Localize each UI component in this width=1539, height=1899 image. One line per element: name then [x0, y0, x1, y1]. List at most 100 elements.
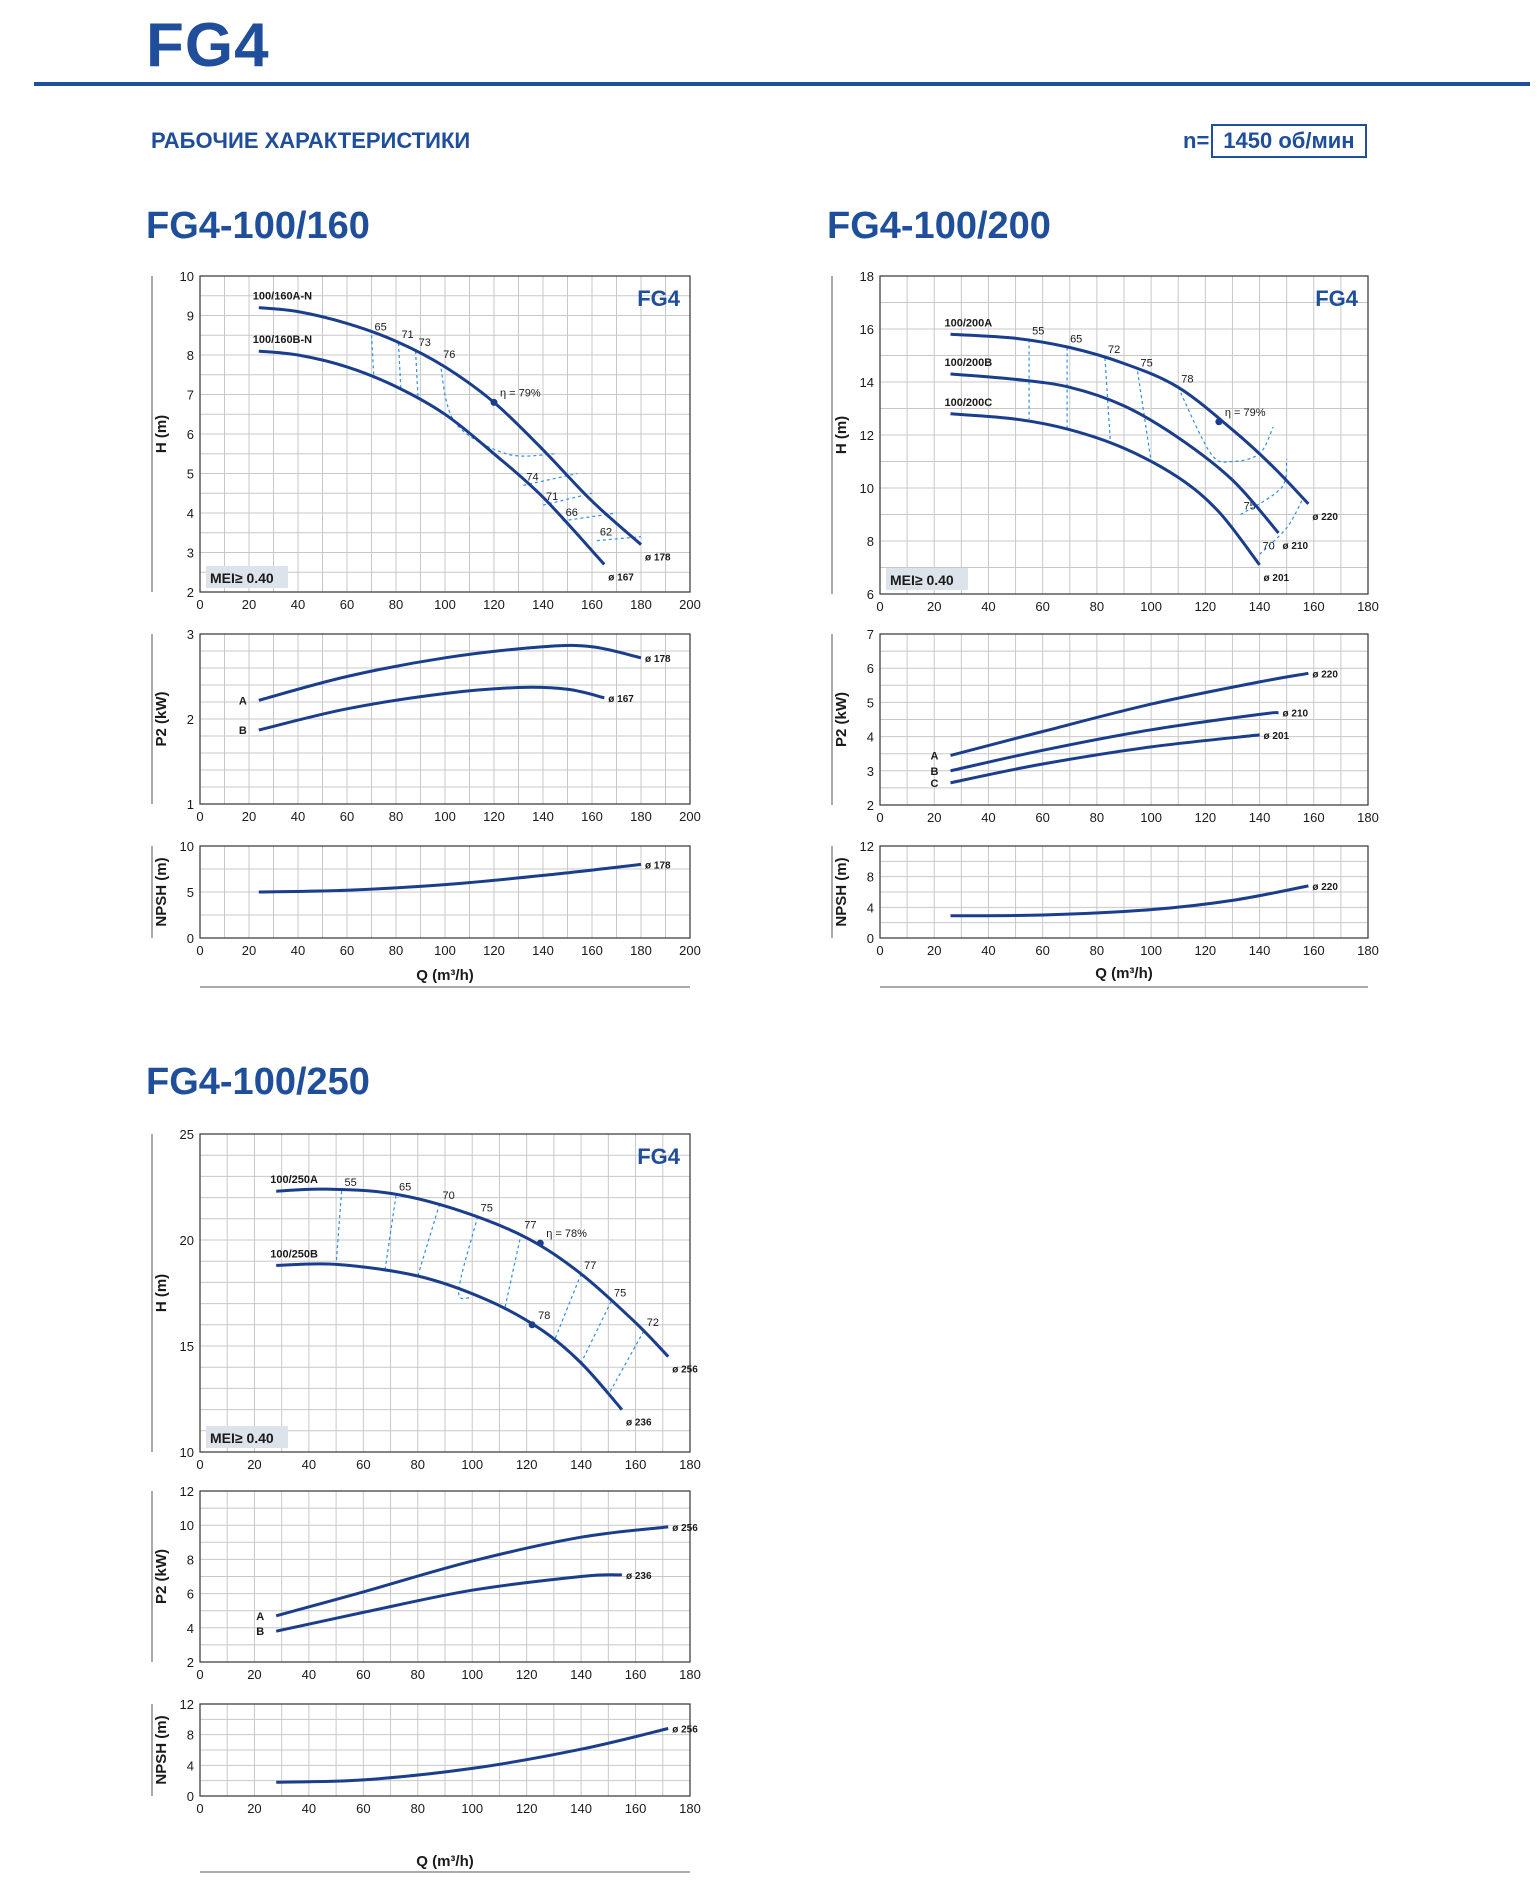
- series-name-label: 100/200B: [944, 357, 992, 369]
- curve-series: [950, 711, 1279, 773]
- section-subtitle: РАБОЧИЕ ХАРАКТЕРИСТИКИ: [151, 128, 471, 153]
- x-tick-label: 40: [291, 597, 305, 612]
- x-tick-label: 60: [356, 1457, 370, 1472]
- x-tick-label: 160: [581, 597, 603, 612]
- efficiency-line: [607, 1330, 645, 1396]
- x-tick-label: 120: [483, 597, 505, 612]
- curve-series: [258, 643, 642, 702]
- x-tick-label: 180: [630, 597, 652, 612]
- model-title-100-250: FG4-100/250: [146, 1061, 370, 1103]
- x-tick-label: 160: [1303, 599, 1325, 614]
- panel-npsh: 0 20 40 60 80 100 120 140 160 180 0 4 8 12 NPSH (m) Q (…: [151, 1697, 701, 1873]
- diameter-label: ø 178: [645, 654, 671, 665]
- y-tick-label: 2: [187, 1655, 194, 1670]
- efficiency-line: [417, 1203, 441, 1277]
- x-tick-label: 80: [1090, 599, 1104, 614]
- panel-npsh: 0 20 40 60 80 100 120 140 160 180 0 4 8 12 NPSH (m) Q (…: [831, 839, 1379, 988]
- x-tick-label: 0: [196, 809, 203, 824]
- x-tick-label: 100: [434, 597, 456, 612]
- y-tick-label: 8: [867, 534, 874, 549]
- speed-indicator: n= 1450 об/мин: [1183, 124, 1367, 158]
- efficiency-label: 78: [1181, 373, 1193, 385]
- curve-series: [950, 884, 1309, 918]
- y-tick-label: 6: [187, 427, 194, 442]
- y-tick-label: 20: [180, 1233, 194, 1248]
- x-tick-label: 140: [1249, 810, 1271, 825]
- bep-marker: [1215, 418, 1223, 426]
- y-tick-label: 15: [180, 1339, 194, 1354]
- efficiency-label: 77: [584, 1260, 596, 1272]
- mei-badge: MEI≥ 0.40: [210, 570, 274, 586]
- x-tick-label: 60: [1035, 599, 1049, 614]
- x-tick-label: 60: [356, 1801, 370, 1816]
- x-tick-label: 20: [242, 809, 256, 824]
- series-name-label: A: [931, 750, 939, 762]
- series-name-label: B: [256, 1626, 264, 1638]
- x-tick-label: 160: [581, 809, 603, 824]
- efficiency-label: 65: [399, 1181, 411, 1193]
- y-tick-label: 4: [187, 506, 194, 521]
- efficiency-label: 75: [481, 1203, 493, 1215]
- diameter-label: ø 178: [645, 860, 671, 871]
- x-tick-label: 0: [196, 1667, 203, 1682]
- y-tick-label: 4: [867, 900, 874, 915]
- curve-series: [258, 685, 605, 732]
- x-tick-label: 160: [625, 1801, 647, 1816]
- x-tick-label: 140: [532, 809, 554, 824]
- efficiency-line: [1259, 498, 1304, 555]
- x-tick-label: 20: [242, 597, 256, 612]
- series-name-label: 100/200A: [944, 317, 992, 329]
- mei-badge-bg: [886, 568, 968, 590]
- series-name-label: 100/250B: [270, 1248, 318, 1260]
- y-tick-label: 8: [187, 1552, 194, 1567]
- y-tick-label: 10: [180, 269, 194, 284]
- x-tick-label: 180: [679, 1457, 701, 1472]
- curve-series: [276, 1727, 669, 1784]
- x-tick-label: 80: [411, 1667, 425, 1682]
- mei-badge-bg: [206, 566, 288, 588]
- curve-series: [258, 306, 642, 546]
- y-tick-label: 10: [180, 1445, 194, 1460]
- panel-h: 0 20 40 60 80 100 120 140 160 180 10 15 20 25 H (m) FG4…: [151, 1127, 701, 1472]
- y-tick-label: 12: [860, 428, 874, 443]
- y-axis-label: P2 (kW): [153, 1549, 170, 1604]
- efficiency-line: [542, 492, 593, 506]
- y-tick-label: 6: [867, 661, 874, 676]
- panel-p2: 0 20 40 60 80 100 120 140 160 180 2 3 4 5 6 7 P2 (kW) Aø …: [831, 627, 1379, 825]
- y-tick-label: 0: [867, 931, 874, 946]
- y-axis-label: NPSH (m): [153, 1715, 170, 1784]
- x-tick-label: 20: [247, 1667, 261, 1682]
- efficiency-line: [457, 1216, 479, 1300]
- bep-marker: [528, 1321, 536, 1329]
- y-tick-label: 7: [867, 627, 874, 642]
- x-tick-label: 0: [196, 1801, 203, 1816]
- x-tick-label: 180: [1357, 943, 1379, 958]
- curve-series: [276, 1262, 624, 1411]
- y-tick-label: 4: [187, 1758, 194, 1773]
- speed-label: n=: [1183, 128, 1210, 153]
- bep-marker: [490, 398, 498, 406]
- x-tick-label: 100: [434, 943, 456, 958]
- x-tick-label: 40: [302, 1457, 316, 1472]
- x-tick-label: 120: [483, 809, 505, 824]
- efficiency-label: 66: [566, 507, 578, 519]
- efficiency-label: 77: [524, 1220, 536, 1232]
- x-tick-label: 20: [927, 599, 941, 614]
- x-tick-label: 20: [247, 1457, 261, 1472]
- curve-series: [950, 671, 1309, 757]
- x-tick-label: 120: [516, 1457, 538, 1472]
- x-tick-label: 140: [570, 1457, 592, 1472]
- x-tick-label: 40: [291, 809, 305, 824]
- fg4-logo: FG4: [1315, 286, 1359, 311]
- x-tick-label: 60: [340, 597, 354, 612]
- x-tick-label: 80: [1090, 943, 1104, 958]
- grid: [199, 275, 691, 593]
- x-tick-label: 40: [302, 1801, 316, 1816]
- x-tick-label: 0: [876, 943, 883, 958]
- series-name-label: B: [239, 725, 247, 737]
- x-tick-label: 60: [356, 1667, 370, 1682]
- x-tick-label: 120: [483, 943, 505, 958]
- y-tick-label: 2: [187, 585, 194, 600]
- x-tick-label: 0: [196, 943, 203, 958]
